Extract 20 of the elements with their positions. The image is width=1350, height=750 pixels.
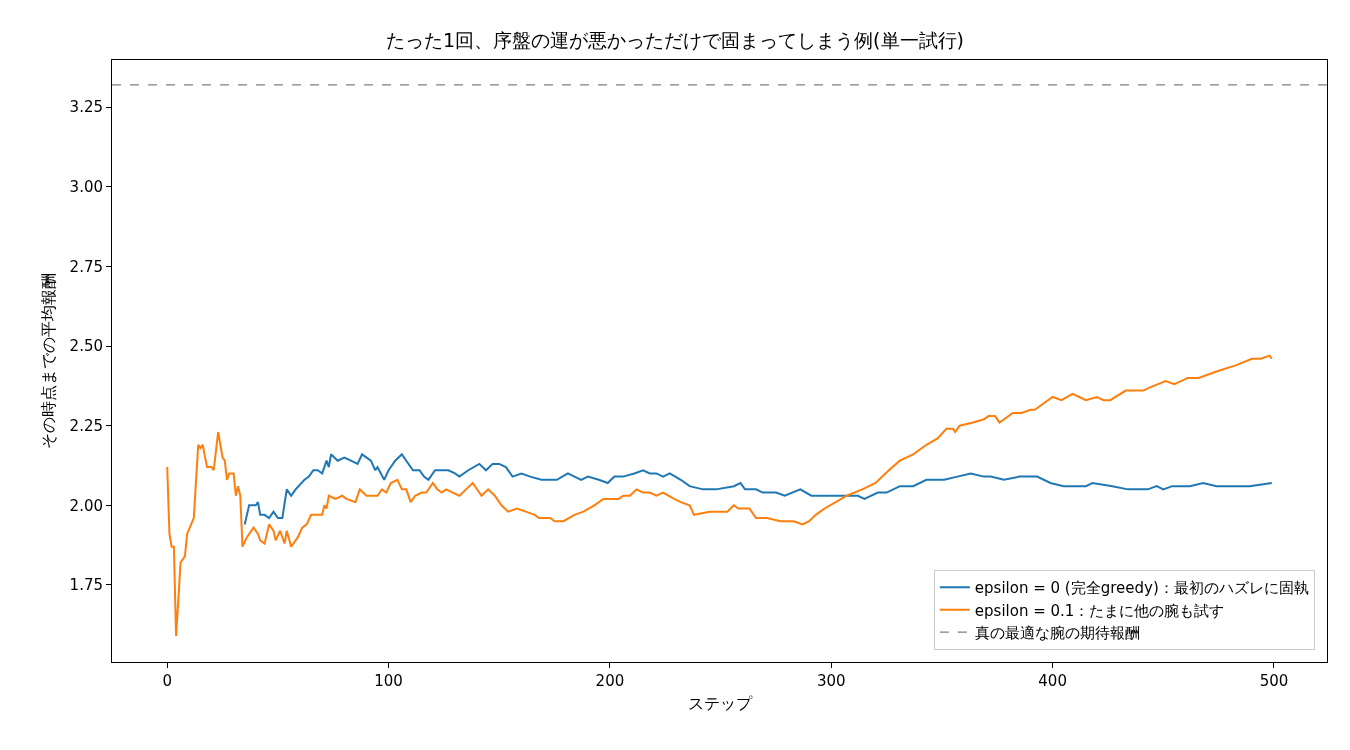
x-tick-label: 300 xyxy=(816,672,846,690)
legend-label: epsilon = 0 (完全greedy)：最初のハズレに固執 xyxy=(974,579,1309,598)
y-tick-label: 3.25 xyxy=(69,98,103,117)
y-tick-label: 3.00 xyxy=(69,178,103,197)
x-tick-label: 400 xyxy=(1038,672,1067,690)
x-tick-label: 500 xyxy=(1259,672,1289,690)
y-tick-label: 2.25 xyxy=(69,416,103,435)
legend-label: epsilon = 0.1：たまに他の腕も試す xyxy=(974,601,1225,620)
x-tick-label: 100 xyxy=(374,672,403,690)
x-tick-label: 200 xyxy=(595,672,625,690)
x-axis-title: ステップ xyxy=(687,693,753,713)
y-tick-label: 2.50 xyxy=(69,337,103,356)
y-tick-label: 2.00 xyxy=(69,496,103,515)
line-series xyxy=(243,453,1273,526)
y-tick-label: 1.75 xyxy=(69,576,103,595)
legend-label: 真の最適な腕の期待報酬 xyxy=(974,624,1140,643)
x-tick-label: 0 xyxy=(162,672,172,690)
chart-title: たった1回、序盤の運が悪かっただけで固まってしまう例(単一試行) xyxy=(386,29,964,52)
y-tick-label: 2.75 xyxy=(69,257,103,276)
y-axis-title: その時点までの平均報酬 xyxy=(39,273,59,449)
